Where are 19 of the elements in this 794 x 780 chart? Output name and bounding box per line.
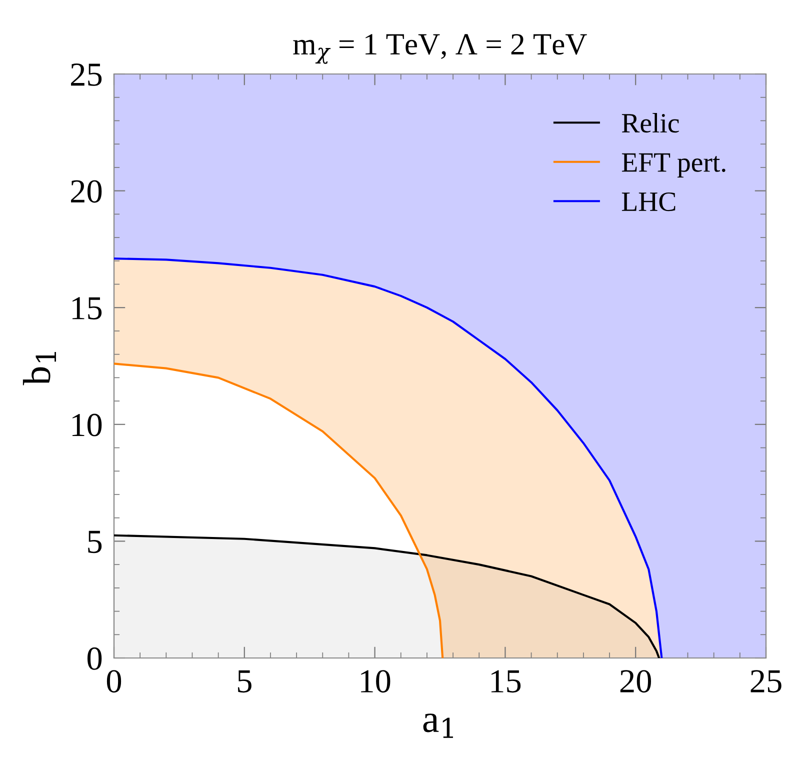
x-tick-label: 25 <box>750 670 782 693</box>
y-tick-label: 20 <box>71 180 102 203</box>
y-tick-label: 5 <box>88 530 102 554</box>
chart-title: m$_{χ}$ = 1 TeV, Λ = 2 TeV <box>293 34 587 64</box>
y-axis-title: b$_{1}$ <box>22 352 56 386</box>
y-tick-label: 25 <box>71 63 102 86</box>
x-tick-label: 5 <box>238 670 252 693</box>
x-tick-label: 0 <box>106 670 122 693</box>
line-series <box>114 362 444 658</box>
legend-label: EFT pert. <box>622 153 726 178</box>
legend-label: LHC <box>622 192 676 212</box>
x-tick-label: 20 <box>620 670 651 693</box>
legend-label: Relic <box>622 113 679 133</box>
y-tick-label: 10 <box>72 414 102 436</box>
x-tick-label: 15 <box>491 670 521 693</box>
x-tick-label: 10 <box>361 670 390 693</box>
y-tick-label: 0 <box>87 647 102 670</box>
y-tick-label: 15 <box>72 297 102 320</box>
x-axis-title: a$_{1}$ <box>423 714 453 738</box>
